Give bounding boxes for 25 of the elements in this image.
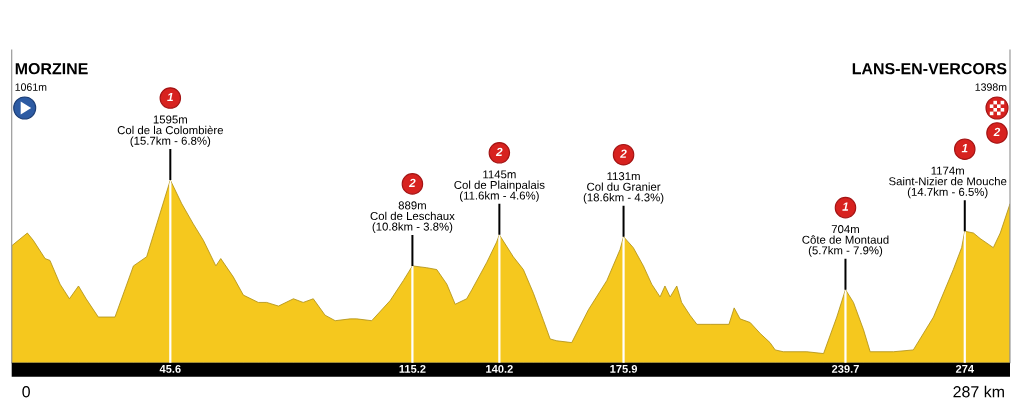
text: MORZINE [15, 62, 88, 75]
x-tick-label: 140.2 [486, 364, 513, 373]
text: 1 [167, 92, 173, 102]
text: 1398m [975, 83, 1007, 91]
text: 1061m [15, 83, 47, 91]
annotation: 1174m Saint-Nizier de Mouche (14.7km - 6.5%) [889, 166, 1007, 199]
text: 2 [620, 149, 627, 158]
text: LANS-EN-VERCORS [852, 62, 1007, 75]
annotation: 704m Côte de Montaud (5.7km - 7.9%) [802, 225, 889, 257]
x-tick-label: 115.2 [399, 364, 426, 373]
annotation: 287 km [953, 385, 1004, 398]
text: 2 [495, 147, 503, 156]
text: 2 [993, 127, 1001, 137]
x-tick-label: 274 [955, 364, 974, 373]
annotation: 1131m Col du Granier (18.6km - 4.3%) [583, 172, 664, 204]
x-tick-label: 45.6 [159, 364, 181, 373]
x-tick-label: 239.7 [831, 364, 859, 373]
annotation: 1595m Col de la Colombière (15.7km - 6.8%) [117, 115, 223, 148]
annotation: 889m Col de Leschaux (10.8km - 3.8%) [370, 201, 455, 233]
text: 1 [961, 144, 968, 153]
annotation: 2 [408, 178, 416, 187]
annotation: 0 [22, 386, 30, 398]
annotation: 1 [842, 202, 849, 211]
annotation: 1145m Col de Plainpalais (11.6km - 4.6%) [454, 170, 545, 202]
x-tick-label: 175.9 [610, 364, 638, 373]
